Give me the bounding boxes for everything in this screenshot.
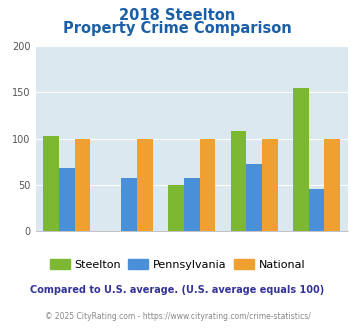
Text: Property Crime Comparison: Property Crime Comparison [63, 21, 292, 36]
Text: 2018 Steelton: 2018 Steelton [119, 8, 236, 23]
Bar [184, 178, 200, 231]
Bar [324, 139, 340, 231]
Bar [168, 185, 184, 231]
Bar [137, 139, 153, 231]
Bar [200, 139, 215, 231]
Bar [231, 131, 246, 231]
Legend: Steelton, Pennsylvania, National: Steelton, Pennsylvania, National [45, 255, 310, 274]
Bar [121, 178, 137, 231]
Bar [246, 164, 262, 231]
Bar [43, 136, 59, 231]
Bar [75, 139, 90, 231]
Bar [59, 168, 75, 231]
Bar [262, 139, 278, 231]
Text: © 2025 CityRating.com - https://www.cityrating.com/crime-statistics/: © 2025 CityRating.com - https://www.city… [45, 312, 310, 321]
Bar [293, 88, 309, 231]
Text: Compared to U.S. average. (U.S. average equals 100): Compared to U.S. average. (U.S. average … [31, 285, 324, 295]
Bar [309, 189, 324, 231]
